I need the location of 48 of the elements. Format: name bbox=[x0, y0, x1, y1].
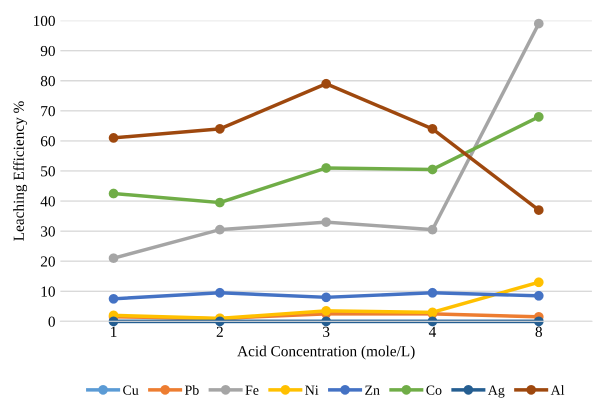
point bbox=[428, 288, 438, 298]
point bbox=[428, 164, 438, 174]
y-tick-label: 80 bbox=[40, 76, 55, 86]
y-axis-title: Leaching Efficiency % bbox=[13, 101, 28, 241]
x-tick-label: 4 bbox=[428, 326, 436, 337]
y-tick-label: 70 bbox=[41, 106, 55, 116]
point bbox=[534, 290, 544, 301]
legend-label: Cu bbox=[123, 386, 138, 395]
y-tick-label: 50 bbox=[41, 166, 55, 176]
y-tick-label: 90 bbox=[40, 46, 55, 56]
point bbox=[534, 18, 544, 28]
y-tick-label: 100 bbox=[34, 16, 55, 26]
point bbox=[428, 124, 438, 134]
y-tick-label: 10 bbox=[42, 286, 55, 297]
y-tick-label: 0 bbox=[48, 316, 55, 327]
point bbox=[321, 292, 332, 302]
point bbox=[214, 224, 225, 234]
point bbox=[534, 205, 544, 215]
y-tick-label: 60 bbox=[40, 136, 55, 146]
x-tick-label: 2 bbox=[216, 326, 223, 337]
legend-label: Pb bbox=[184, 385, 199, 395]
point bbox=[214, 288, 225, 298]
y-tick-label: 40 bbox=[40, 196, 55, 207]
point bbox=[428, 224, 438, 234]
y-tick-label: 30 bbox=[40, 226, 55, 237]
x-axis-title: Acid Concentration (mole/L) bbox=[237, 346, 415, 360]
point bbox=[108, 253, 118, 264]
legend-label: Co bbox=[426, 386, 442, 395]
legend-label: Al bbox=[550, 385, 564, 395]
point bbox=[321, 78, 332, 89]
point bbox=[108, 188, 118, 198]
point bbox=[321, 163, 332, 173]
legend-label: Ag bbox=[488, 386, 505, 398]
x-tick-label: 1 bbox=[111, 326, 116, 337]
point bbox=[534, 277, 544, 288]
point bbox=[214, 198, 225, 208]
point bbox=[534, 112, 544, 122]
y-tick-label: 20 bbox=[40, 256, 55, 267]
legend-label: Fe bbox=[245, 386, 258, 395]
legend-label: Zn bbox=[365, 386, 380, 395]
point bbox=[214, 124, 225, 134]
x-tick-label: 3 bbox=[323, 326, 330, 337]
point bbox=[108, 133, 118, 143]
x-tick-label: 8 bbox=[536, 326, 542, 337]
point bbox=[108, 294, 118, 304]
point bbox=[321, 217, 332, 227]
point bbox=[321, 306, 332, 316]
legend-label: Ni bbox=[305, 386, 318, 395]
